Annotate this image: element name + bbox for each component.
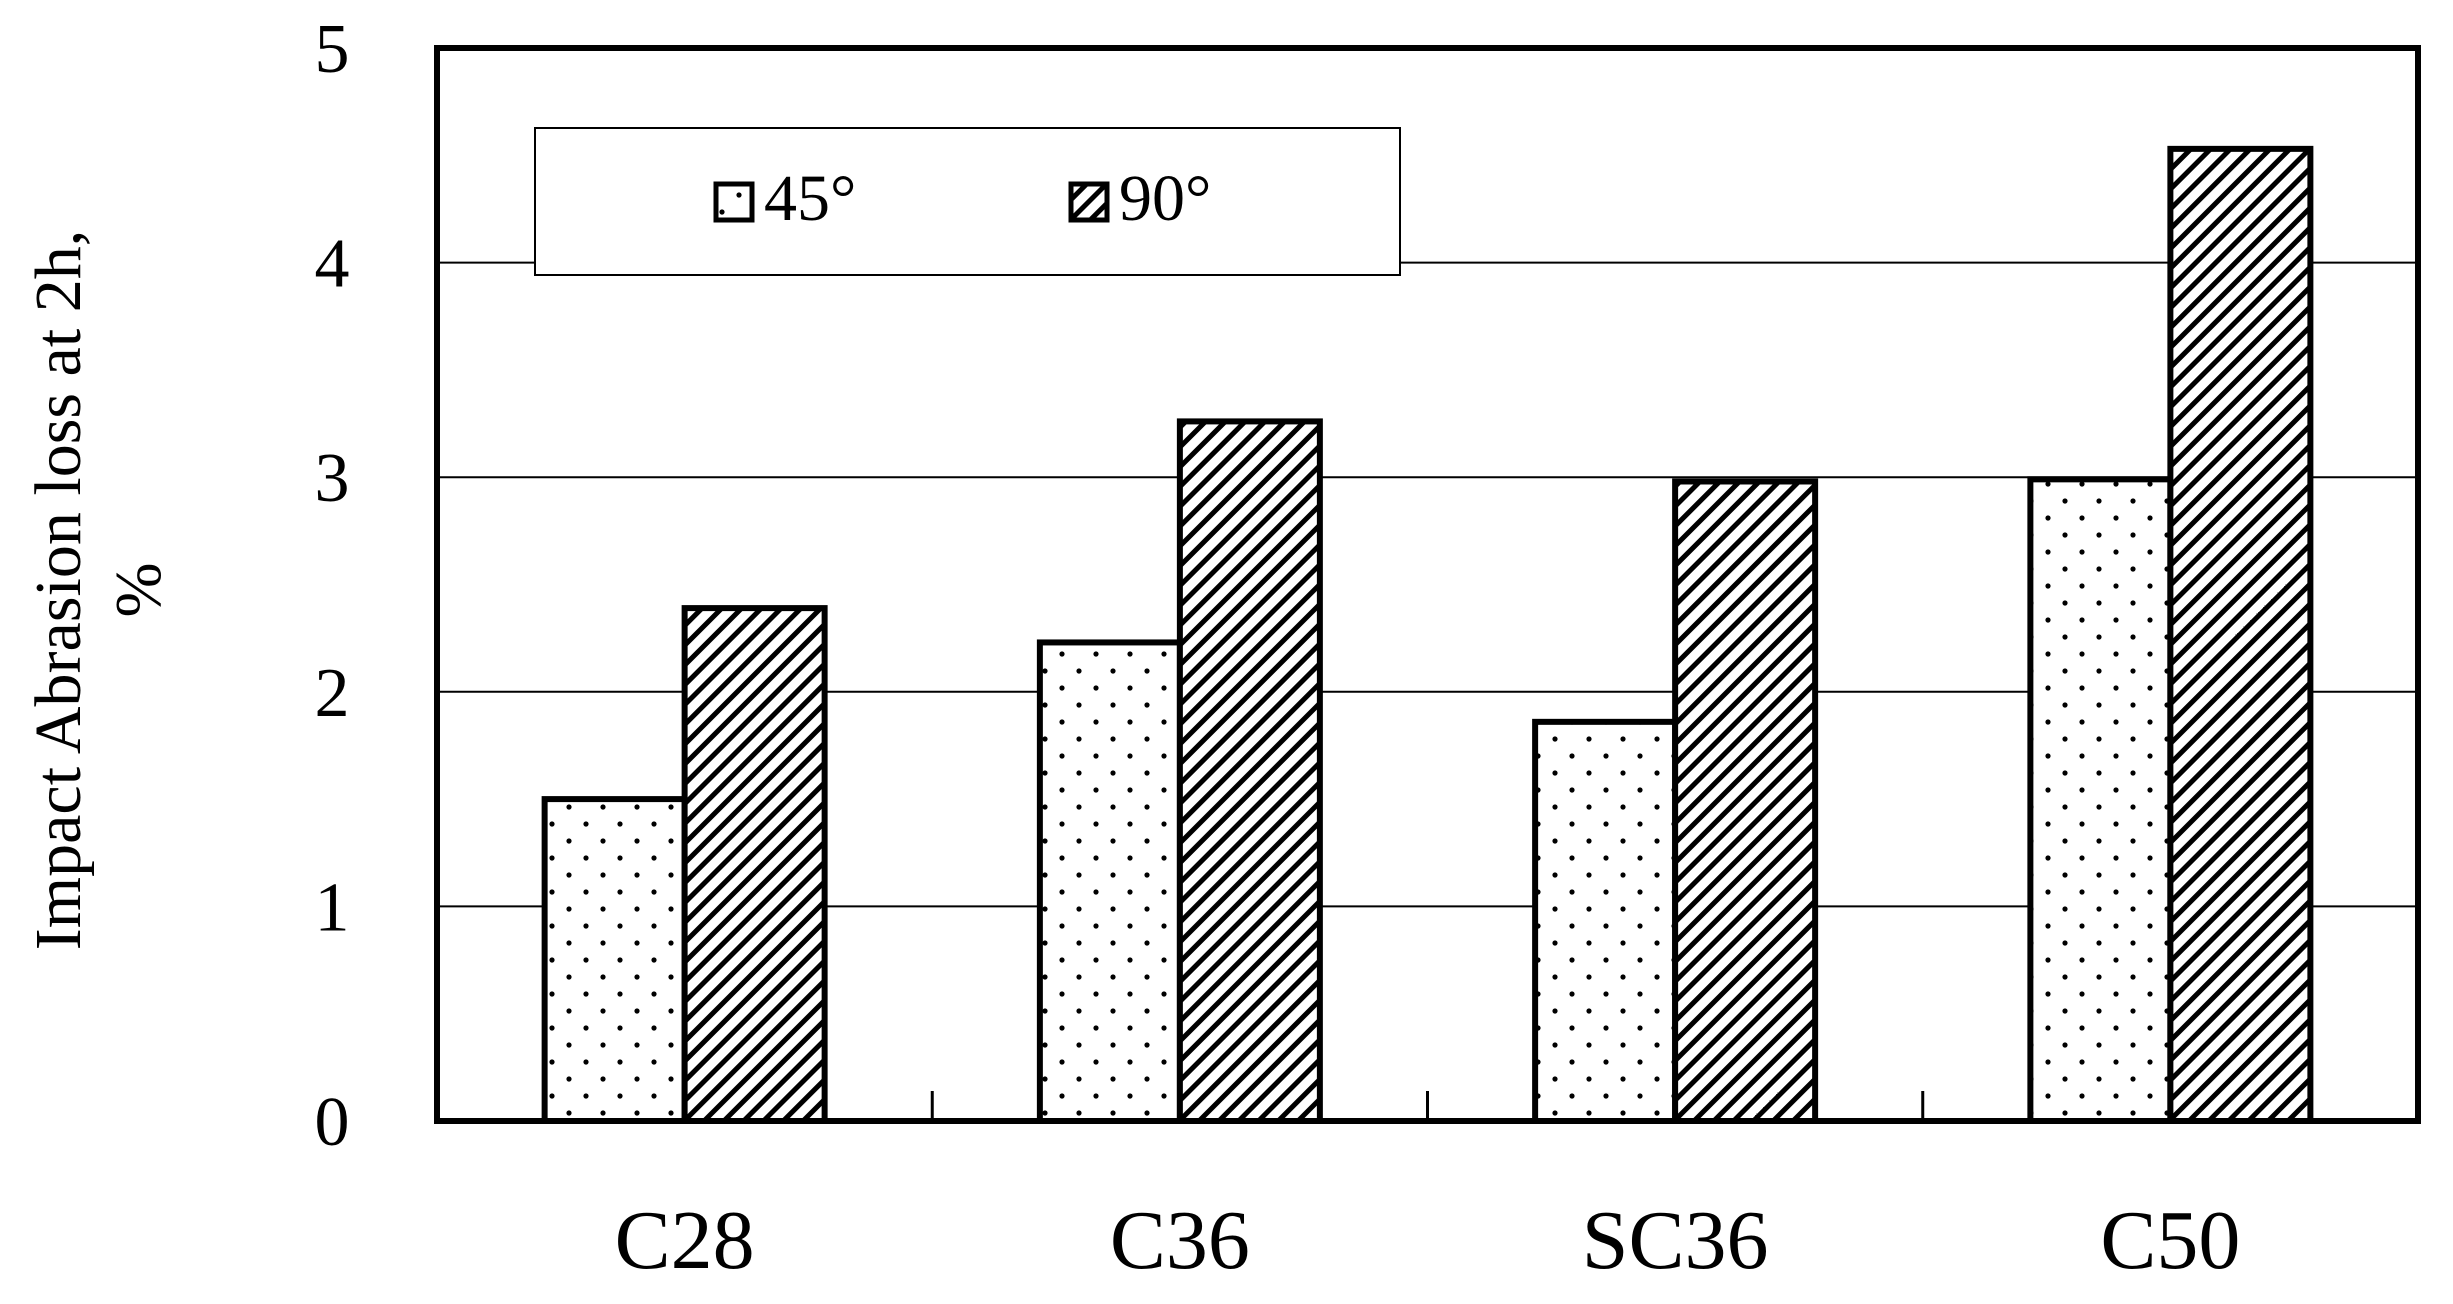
y-tick-labels: 0 1 2 3 4 5 xyxy=(315,11,350,1161)
bar-45-c36 xyxy=(1036,639,1183,1125)
y-tick-label: 3 xyxy=(315,440,350,517)
bar-90-c36 xyxy=(1176,418,1323,1124)
legend-label-45: 45° xyxy=(764,162,856,235)
x-tick-label: C28 xyxy=(615,1194,755,1287)
legend-swatch-90 xyxy=(1068,181,1110,223)
y-tick-label: 0 xyxy=(315,1084,350,1161)
legend-swatch-45 xyxy=(713,181,755,223)
y-axis-unit: % xyxy=(102,563,175,618)
bar-90-c28 xyxy=(681,605,828,1124)
legend-label-90: 90° xyxy=(1119,162,1211,235)
bar-90-sc36 xyxy=(1672,478,1819,1124)
legend-box xyxy=(534,127,1401,276)
y-tick-label: 5 xyxy=(315,11,350,88)
bars xyxy=(541,145,2314,1125)
x-tick-label: C36 xyxy=(1110,1194,1250,1287)
y-axis-title: Impact Abrasion loss at 2h, xyxy=(22,230,95,950)
bar-45-c50 xyxy=(2027,476,2174,1124)
axes xyxy=(434,45,2421,1124)
bar-90-c50 xyxy=(2167,145,2314,1124)
x-tick-label: C50 xyxy=(2100,1194,2240,1287)
y-tick-label: 1 xyxy=(315,869,350,946)
bar-45-sc36 xyxy=(1532,718,1679,1124)
x-tick-label: SC36 xyxy=(1582,1194,1769,1287)
x-tick-labels: C28 C36 SC36 C50 xyxy=(615,1194,2241,1287)
legend: 45° 90° xyxy=(534,127,1401,276)
y-tick-label: 4 xyxy=(315,226,350,303)
bar-45-c28 xyxy=(541,796,688,1124)
y-tick-label: 2 xyxy=(315,655,350,732)
